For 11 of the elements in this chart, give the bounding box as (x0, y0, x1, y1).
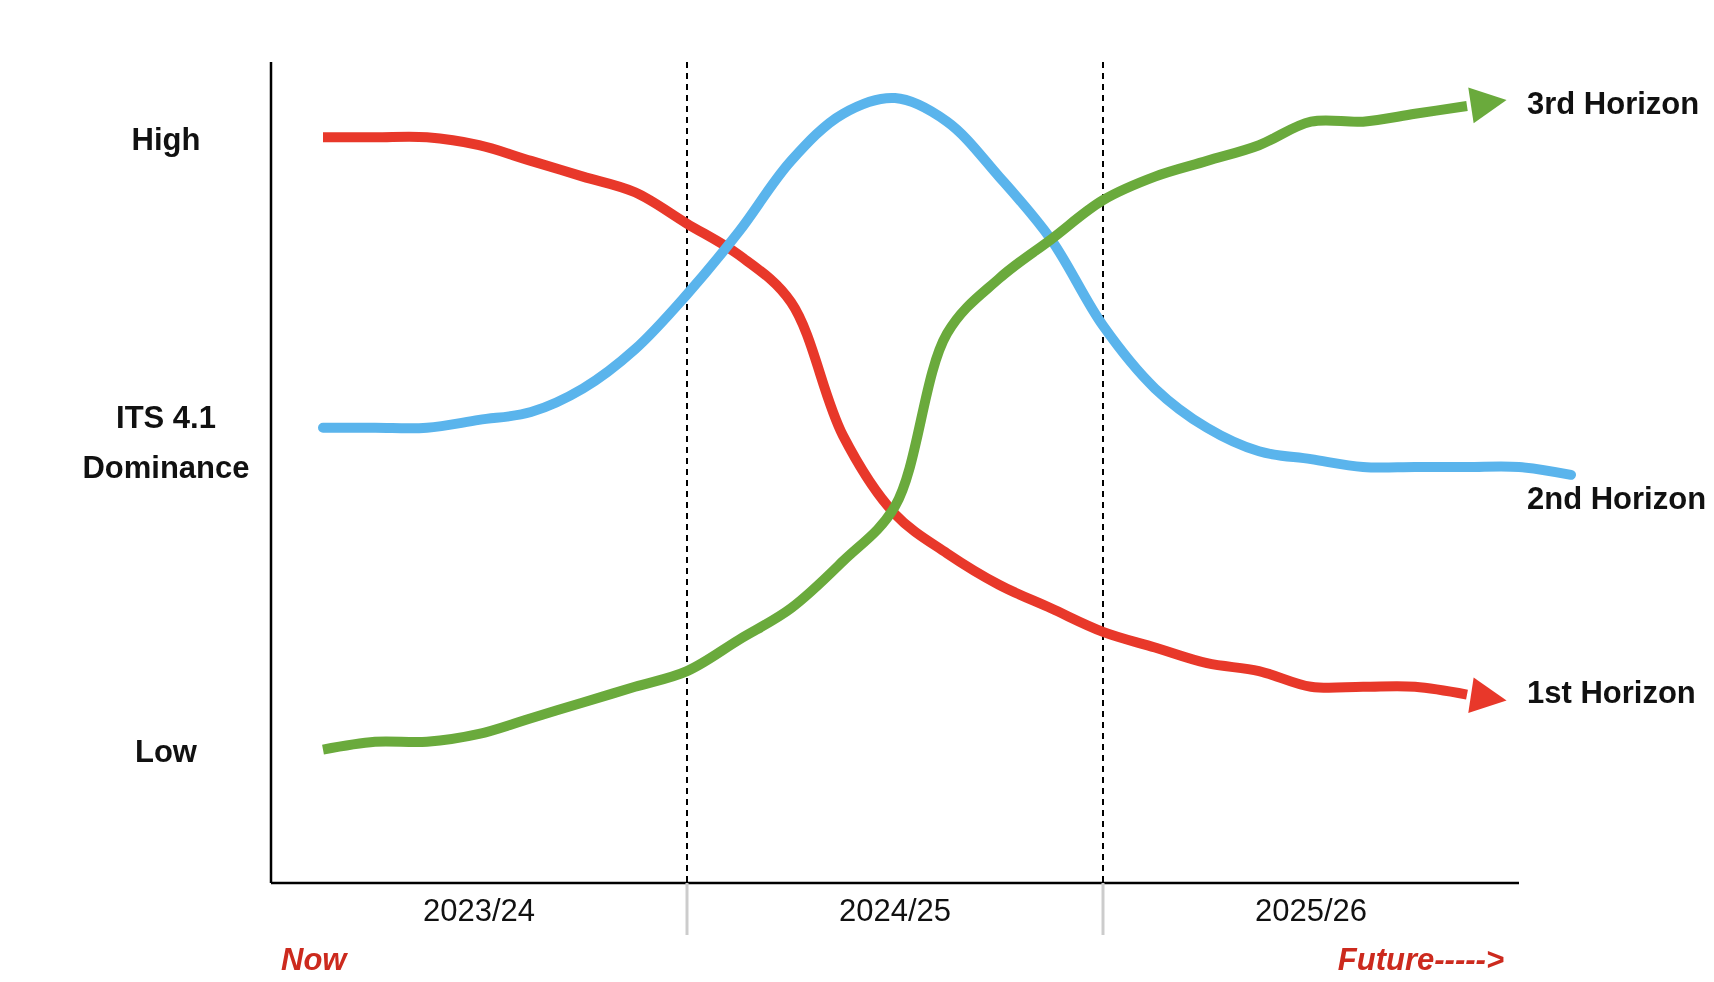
text: Low (135, 734, 198, 770)
series-label: 2nd Horizon (1527, 481, 1707, 517)
text: Now (281, 942, 349, 978)
x-tick-label: 2024/25 (838, 893, 952, 929)
text: Future-----> (1337, 942, 1504, 978)
legend-label: 3rd Horizon (1527, 86, 1700, 122)
annotation: ITS 4.1 Dominance (82, 400, 250, 486)
legend-label: 1st Horizon (1527, 674, 1696, 710)
text: High (131, 122, 201, 158)
x-tick-label: 2023/24 (422, 893, 536, 929)
x-tick-label: 2025/26 (1254, 893, 1368, 929)
